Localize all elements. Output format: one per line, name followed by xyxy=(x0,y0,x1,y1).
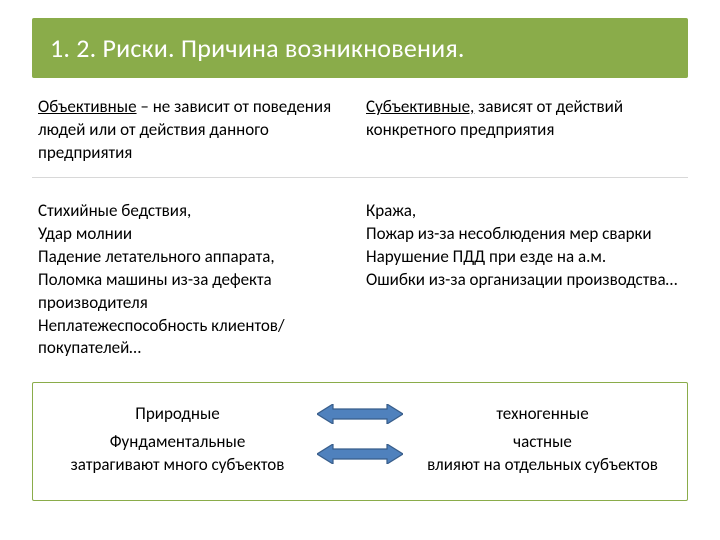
natural-label: Природные xyxy=(43,403,312,425)
pair-fundamental-private: Фундаментальные затрагивают много субъек… xyxy=(43,431,677,475)
pair-natural-tech: Природные техногенные xyxy=(43,403,677,425)
technogenic-label: техногенные xyxy=(408,403,677,425)
fundamental-label: Фундаментальные затрагивают много субъек… xyxy=(43,431,312,475)
definitions-row: Объективные – не зависит от поведения лю… xyxy=(32,96,688,165)
row-divider xyxy=(32,177,688,178)
subjective-term: Субъективные, xyxy=(366,96,474,117)
double-arrow-icon xyxy=(312,444,408,464)
objective-term: Объективные xyxy=(38,96,137,117)
double-arrow-icon xyxy=(312,404,408,424)
classification-box: Природные техногенные Фундаментальные за… xyxy=(32,382,688,500)
private-label: частные влияют на отдельных субъектов xyxy=(408,431,677,475)
objective-definition: Объективные – не зависит от поведения лю… xyxy=(32,96,360,165)
subjective-examples: Кража, Пожар из-за несоблюдения мер свар… xyxy=(360,200,688,361)
objective-examples: Стихийные бедствия, Удар молнии Падение … xyxy=(32,200,360,361)
subjective-definition: Субъективные, зависят от действий конкре… xyxy=(360,96,688,165)
examples-row: Стихийные бедствия, Удар молнии Падение … xyxy=(32,196,688,361)
slide-title: 1. 2. Риски. Причина возникновения. xyxy=(32,18,688,78)
